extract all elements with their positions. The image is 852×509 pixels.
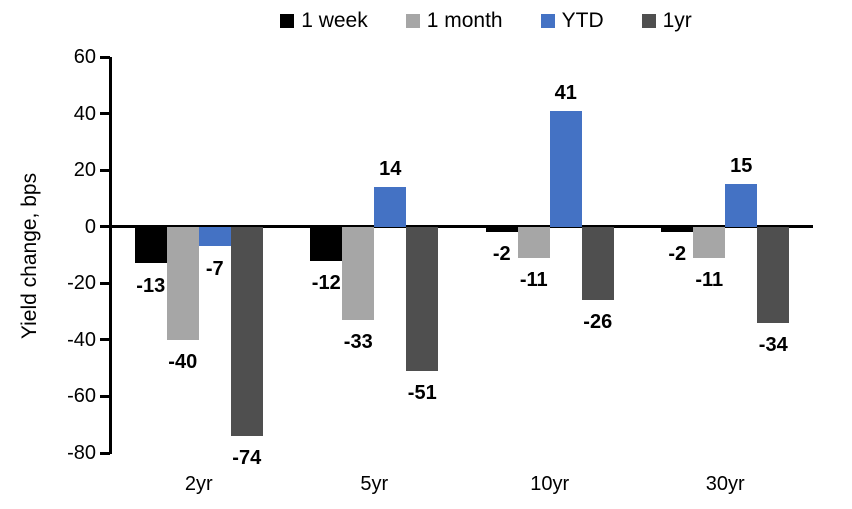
y-axis-tick: [100, 451, 110, 455]
bar-value-label: -7: [205, 257, 224, 280]
y-axis-tick-label: 40: [73, 102, 96, 125]
bar-value-label: -33: [343, 331, 373, 354]
bar-1-week-5yr: [310, 226, 343, 261]
legend-swatch-icon: [405, 14, 420, 28]
zero-axis-line: [109, 225, 813, 229]
legend-item-1-month: 1 month: [405, 8, 503, 34]
legend-swatch-icon: [641, 14, 656, 28]
bar-value-label: -13: [136, 274, 166, 297]
bar-ytd-5yr: [374, 187, 407, 227]
bar-value-label: -34: [758, 333, 788, 356]
legend-swatch-icon: [540, 14, 555, 28]
y-axis-tick: [100, 394, 110, 398]
y-axis-tick: [100, 225, 110, 229]
bar-ytd-2yr: [198, 226, 231, 247]
bar-value-label: 14: [379, 158, 402, 181]
legend-item-1yr: 1yr: [641, 8, 692, 34]
bar-value-label: -11: [519, 268, 548, 291]
y-axis-line: [109, 57, 112, 454]
bar-value-label: -11: [695, 268, 724, 291]
bar-1-week-10yr: [485, 226, 518, 233]
bar-value-label: -26: [583, 311, 613, 334]
bar-1yr-30yr: [757, 226, 790, 323]
bar-value-label: -40: [168, 350, 198, 373]
y-axis-tick-label: 20: [73, 159, 96, 182]
legend-label: YTD: [561, 9, 604, 32]
legend-label: 1yr: [662, 9, 692, 32]
y-axis-tick-label: -80: [67, 442, 96, 464]
y-axis-tick-label: -60: [67, 385, 96, 408]
x-axis-category-label: 30yr: [705, 473, 745, 495]
bar-1-month-2yr: [166, 226, 199, 340]
bar-value-label: -74: [232, 447, 262, 469]
bar-value-label: 41: [554, 81, 577, 104]
bar-1yr-2yr: [230, 226, 263, 436]
y-axis-tick-label: -40: [67, 328, 96, 351]
y-axis-tick: [100, 168, 110, 172]
legend-item-1-week: 1 week: [280, 8, 368, 34]
legend-label: 1 month: [426, 9, 503, 32]
legend-label: 1 week: [301, 9, 368, 32]
bar-value-label: -12: [311, 271, 341, 294]
y-axis-tick: [100, 338, 110, 342]
x-axis-category-label: 5yr: [360, 473, 389, 495]
y-axis-tick: [100, 112, 110, 116]
bar-value-label: -51: [407, 382, 437, 404]
y-axis-tick-label: 0: [84, 215, 96, 238]
y-axis-tick: [100, 55, 110, 59]
y-axis-title: Yield change, bps: [18, 172, 41, 340]
chart-legend: 1 week 1 month YTD 1yr: [0, 8, 852, 34]
x-axis-category-label: 2yr: [184, 473, 213, 495]
bar-1-month-10yr: [517, 226, 550, 258]
y-axis-tick-label: -20: [67, 272, 96, 295]
y-axis-tick-label: 60: [73, 46, 96, 68]
bar-1-week-2yr: [134, 226, 167, 264]
bar-value-label: 15: [730, 155, 753, 178]
bar-1-month-30yr: [693, 226, 726, 258]
bar-ytd-30yr: [725, 184, 758, 227]
bar-ytd-10yr: [549, 110, 582, 227]
bar-value-label: -2: [668, 243, 687, 266]
bar-1-week-30yr: [661, 226, 694, 233]
bar-1yr-10yr: [581, 226, 614, 301]
bar-value-label: -2: [492, 243, 511, 266]
bar-1yr-5yr: [406, 226, 439, 371]
x-axis-category-label: 10yr: [530, 473, 570, 495]
bar-1-month-5yr: [342, 226, 375, 320]
y-axis-tick: [100, 281, 110, 285]
legend-item-ytd: YTD: [540, 8, 604, 34]
legend-swatch-icon: [280, 14, 295, 28]
